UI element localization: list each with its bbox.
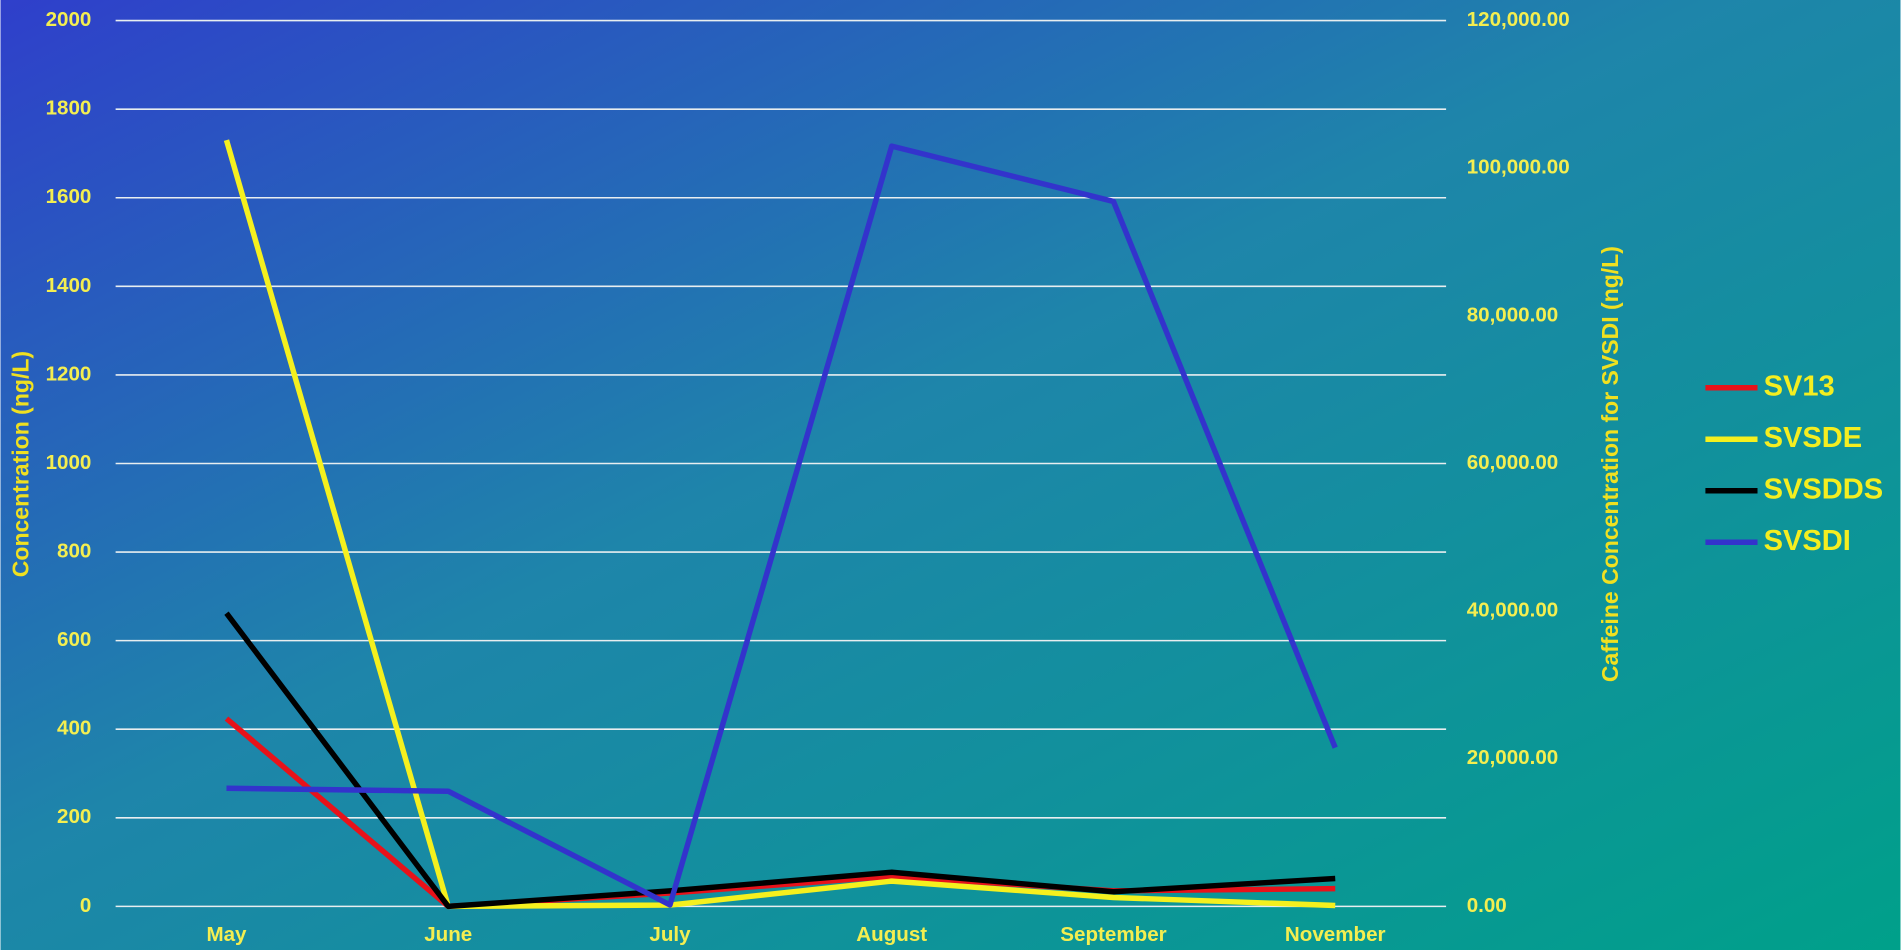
y-tick-label: 1600 [46,185,92,208]
x-tick-label: August [856,923,927,946]
series-line [224,611,1336,910]
y-tick-label: 1200 [46,362,92,385]
y2-tick-label: 100,000.00 [1467,156,1570,179]
y-tick-label: 200 [57,805,91,828]
legend-label: SV13 [1764,370,1835,402]
x-tick-label: May [206,923,247,946]
series-line [226,143,1338,908]
x-tick-label: November [1285,923,1386,946]
legend-label: SVSDE [1764,422,1863,454]
y2-tick-label: 40,000.00 [1467,599,1559,622]
x-tick-label: September [1060,923,1166,946]
legend-label: SVSDDS [1764,473,1884,505]
y-tick-label: 800 [57,540,91,563]
y2-tick-label: 20,000.00 [1467,746,1559,769]
y-tick-label: 600 [57,628,91,651]
y2-tick-label: 80,000.00 [1467,303,1559,326]
y2-tick-label: 0.00 [1467,894,1507,917]
y-tick-label: 0 [80,894,91,917]
y-tick-label: 1400 [46,274,92,297]
y2-tick-label: 60,000.00 [1467,451,1559,474]
y-tick-label: 1800 [46,97,92,120]
series-line [223,139,1336,910]
legend-label: SVSDI [1764,525,1851,557]
y-tick-label: 2000 [46,8,92,31]
y-axis-title: Concentration (ng/L) [7,351,33,577]
y-tick-label: 400 [57,717,91,740]
y2-axis-title: Caffeine Concentration for SVSDI (ng/L) [1597,246,1623,682]
x-tick-label: June [424,923,472,946]
y-tick-label: 1000 [46,451,92,474]
y2-tick-label: 120,000.00 [1467,8,1570,31]
x-tick-label: July [649,923,691,946]
